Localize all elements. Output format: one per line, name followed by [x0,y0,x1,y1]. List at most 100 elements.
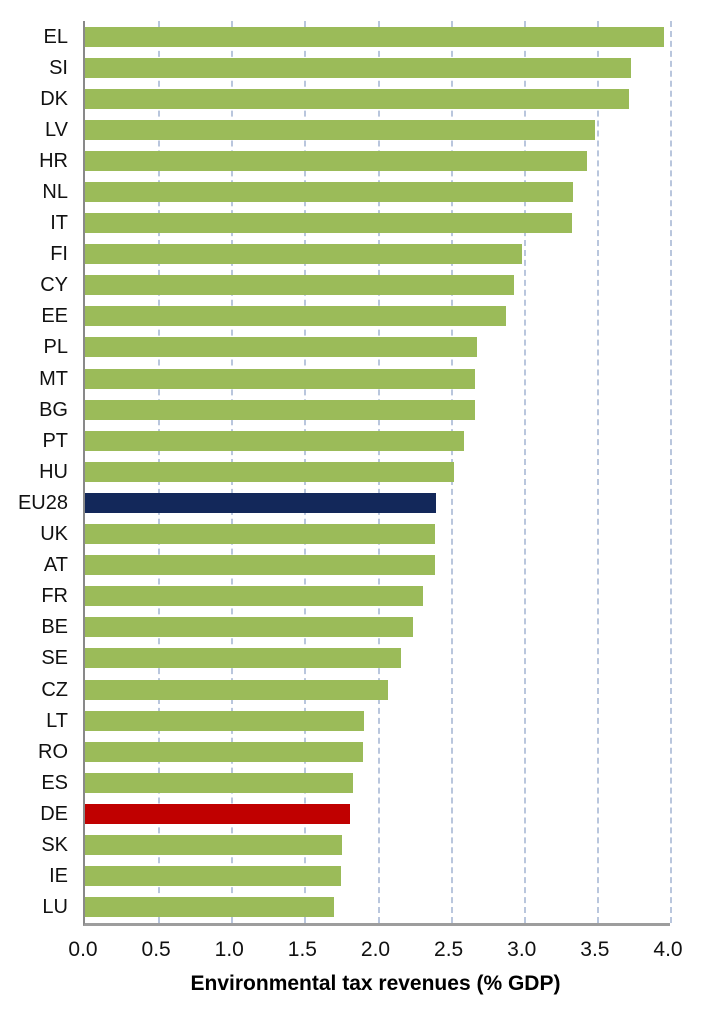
bar-row [85,803,670,824]
x-axis-title: Environmental tax revenues (% GDP) [190,972,561,995]
bar-row [85,57,670,78]
category-label-SK: SK [41,833,68,856]
x-tick-label: 2.0 [360,938,391,961]
bar-row [85,182,670,203]
y-axis-category-labels: EL SI DK LV HR NL IT FI CY EE PL MT BG PT HU EU28 UK AT FR… [0,21,76,923]
category-label-HU: HU [39,460,68,483]
category-label-ES: ES [41,771,68,794]
gridline [670,21,672,923]
category-label-LT: LT [46,709,68,732]
x-tick-label: 4.0 [653,938,683,961]
bar-EL [85,26,665,47]
category-label-EU28: EU28 [17,491,68,514]
category-label-IE: IE [49,865,68,888]
bar-row [85,213,670,234]
bar-IE [85,866,341,887]
gridline [596,21,599,923]
category-label-CZ: CZ [41,678,68,701]
bar-AT [85,555,435,576]
category-label-PL: PL [43,336,68,359]
bar-row [85,461,670,482]
bar-PL [85,337,477,358]
bar-row [85,834,670,855]
category-label-EL: EL [43,25,68,48]
category-label-PT: PT [42,429,68,452]
bar-LT [85,710,365,731]
bar-PT [85,430,464,451]
bar-RO [85,741,363,762]
bar-row [85,368,670,389]
bar-NL [85,182,574,203]
category-label-LU: LU [42,896,68,919]
category-label-DE: DE [40,802,68,825]
bar-row [85,866,670,887]
bar-row [85,524,670,545]
category-label-FI: FI [50,243,68,266]
bar-row [85,399,670,420]
bar-row [85,679,670,700]
bar-row [85,710,670,731]
bar-HR [85,150,587,171]
category-label-AT: AT [43,554,68,577]
bar-rows [85,21,670,923]
bar-row [85,741,670,762]
category-label-UK: UK [40,523,68,546]
category-label-CY: CY [40,274,68,297]
category-label-IT: IT [50,212,68,235]
bar-FI [85,244,523,265]
bar-row [85,337,670,358]
x-tick-label: 3.5 [580,938,610,961]
x-tick-label: 1.0 [214,938,244,961]
category-label-FR: FR [41,585,68,608]
bar-CY [85,275,514,296]
bar-row [85,88,670,109]
bar-row [85,772,670,793]
bar-ES [85,772,353,793]
bar-FR [85,586,423,607]
bar-row [85,26,670,47]
bar-DE [85,803,350,824]
bar-DK [85,88,630,109]
bar-row [85,897,670,918]
bar-row [85,275,670,296]
bar-UK [85,524,435,545]
x-axis: 0.0 0.5 1.0 1.5 2.0 2.5 3.0 3.5 4.0 [0,938,713,966]
bar-EE [85,306,507,327]
bar-row [85,617,670,638]
bar-EU28 [85,492,436,513]
category-label-DK: DK [40,87,68,110]
category-label-BE: BE [41,616,68,639]
bar-row [85,586,670,607]
category-label-SE: SE [41,647,68,670]
bar-row [85,119,670,140]
bar-row [85,492,670,513]
category-label-BG: BG [39,398,68,421]
bar-SK [85,834,343,855]
bar-LV [85,119,596,140]
x-tick-label: 0.5 [141,938,171,961]
category-label-NL: NL [42,181,68,204]
category-label-MT: MT [39,367,68,390]
bar-CZ [85,679,388,700]
category-label-RO: RO [38,740,68,763]
x-tick-label: 0.0 [68,938,98,961]
bar-row [85,555,670,576]
bar-HU [85,461,454,482]
category-label-HR: HR [39,149,68,172]
bar-SI [85,57,631,78]
bar-IT [85,213,572,234]
bar-BE [85,617,413,638]
bar-row [85,244,670,265]
x-tick-label: 2.5 [434,938,464,961]
bar-SE [85,648,401,669]
bar-MT [85,368,476,389]
category-label-LV: LV [45,118,68,141]
x-tick-label: 3.0 [507,938,537,961]
category-label-EE: EE [41,305,68,328]
bar-row [85,430,670,451]
x-tick-label: 1.5 [287,938,317,961]
bar-row [85,306,670,327]
bar-row [85,150,670,171]
plot-area [83,21,672,926]
